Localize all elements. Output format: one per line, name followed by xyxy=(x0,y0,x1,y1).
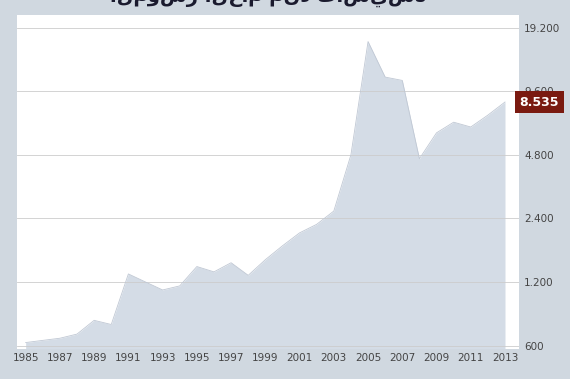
Title: المؤشر العام منذ تأسيسه: المؤشر العام منذ تأسيسه xyxy=(110,0,426,6)
Text: 8.535: 8.535 xyxy=(520,96,559,108)
